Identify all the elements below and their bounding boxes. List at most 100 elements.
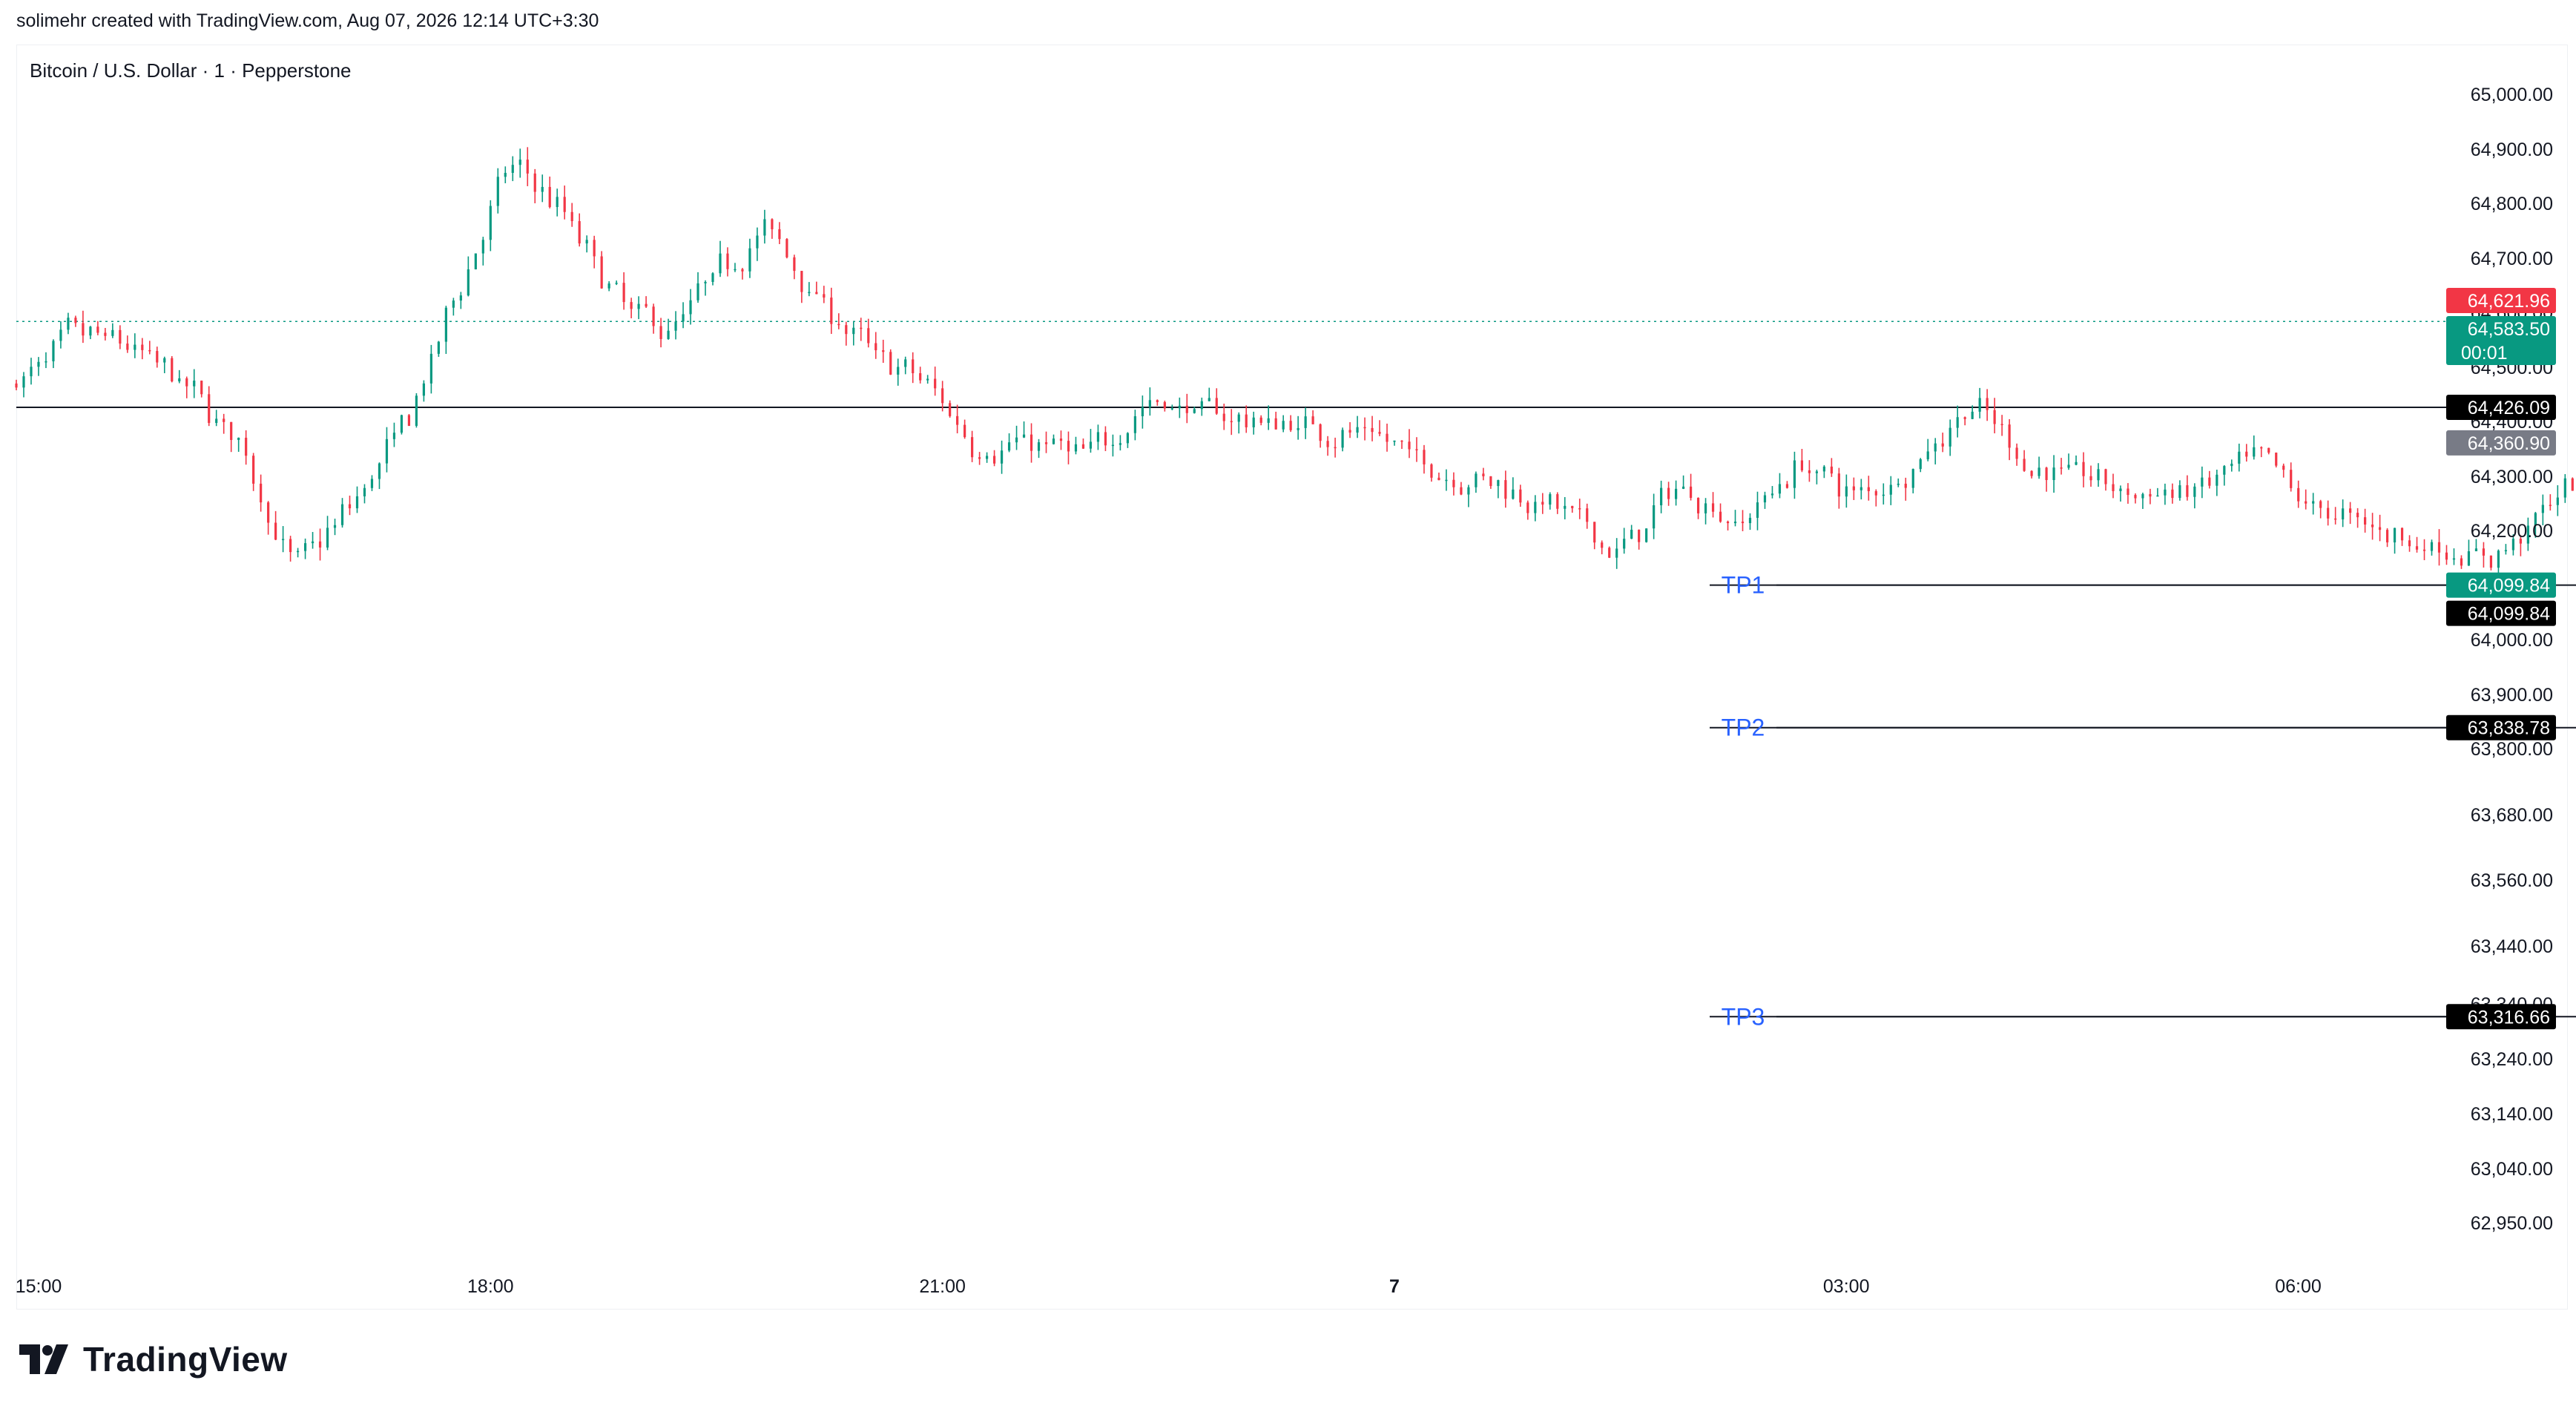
candle-body (437, 341, 440, 354)
candle-body (1378, 432, 1381, 434)
candle-body (815, 292, 818, 295)
candle-body (585, 240, 588, 244)
candle-body (578, 221, 581, 244)
candle-body (1897, 483, 1900, 485)
candle-body (2563, 478, 2566, 498)
candle-body (89, 326, 92, 336)
candle-body (904, 359, 907, 367)
chart-frame[interactable] (16, 45, 2568, 1310)
candle-body (541, 186, 544, 192)
candle-body (1696, 498, 1700, 513)
candle-body (1037, 442, 1041, 451)
price-tag-line (2446, 600, 2556, 626)
candle-body (193, 381, 196, 387)
candle-body (2378, 527, 2382, 530)
price-tag-line (2446, 715, 2556, 740)
candle-body (2134, 495, 2137, 499)
candle-body (163, 358, 166, 363)
candle-body (615, 283, 618, 284)
horizontal-lines[interactable] (16, 321, 2576, 1018)
candle-body (1911, 469, 1914, 488)
candle-body (1089, 441, 1093, 449)
candle-body (1148, 400, 1151, 407)
candle-body (2385, 530, 2389, 543)
price-tag-last (2446, 315, 2556, 365)
candle-body (689, 300, 692, 315)
chart-attribution: solimehr created with TradingView.com, A… (16, 10, 599, 31)
candle-body (178, 378, 181, 381)
candle-body (1986, 398, 1989, 410)
price-axis[interactable]: 65,000.00 64,900.00 64,800.00 64,700.00 64,6… (2471, 85, 2553, 1234)
candle-body (1830, 466, 1833, 474)
candle-body (852, 327, 855, 335)
price-tag-label: 63,838.78 (2468, 718, 2550, 739)
price-chart[interactable]: Bitcoin / U.S. Dollar · 1 · Pepperstone … (0, 0, 2576, 1328)
candle-body (2541, 505, 2544, 513)
candle-body (785, 239, 788, 257)
candle-body (2260, 447, 2263, 449)
candle-body (830, 298, 833, 324)
candle-body (104, 332, 107, 336)
candle-body (392, 433, 396, 439)
time-axis[interactable]: 15:0018:0021:00703:0006:0009:0012:0015:0… (16, 1276, 2576, 1297)
candle-body (1808, 470, 1811, 473)
candle-body (1763, 495, 1767, 503)
candle-body (1193, 409, 1196, 413)
candle-body (2208, 477, 2211, 486)
candle-body (1423, 450, 1426, 464)
candle-body (2127, 488, 2129, 496)
candle-body (1867, 487, 1870, 491)
candle-body (1274, 418, 1277, 430)
candle-body (1452, 479, 1455, 487)
candle-body (978, 457, 981, 459)
candle-body (763, 219, 766, 236)
candle-body (1430, 464, 1433, 478)
candle-body (696, 283, 699, 300)
candle-body (956, 415, 959, 425)
candle-body (2045, 467, 2048, 480)
candle-body (82, 323, 85, 336)
candle-body (1489, 476, 1492, 487)
candle-body (1993, 410, 1996, 424)
candle-body (340, 504, 344, 525)
candle-body (282, 539, 285, 540)
candle-body (1334, 447, 1337, 449)
candle-body (511, 165, 514, 174)
price-tag-label: 64,583.50 (2468, 319, 2550, 340)
candle-body (2504, 550, 2508, 551)
candle-body (2571, 478, 2574, 491)
candle-body (2497, 551, 2500, 568)
candle-body (245, 437, 248, 456)
candle-body (2223, 466, 2226, 475)
candle-body (1956, 417, 1959, 428)
chart-title: Bitcoin / U.S. Dollar · 1 · Pepperstone (30, 59, 352, 82)
candle-body (2400, 528, 2404, 541)
candle-body (156, 351, 159, 363)
candle-body (2460, 558, 2463, 566)
candle-body (2312, 501, 2315, 504)
candle-body (741, 269, 744, 272)
candle-body (1000, 450, 1004, 464)
tradingview-logo[interactable]: TradingView (19, 1336, 288, 1383)
candle-body (963, 424, 966, 438)
candle-body (1133, 415, 1136, 433)
candle-body (808, 292, 811, 294)
candle-body (1467, 487, 1470, 495)
candle-body (2141, 493, 2144, 499)
candle-body (2305, 501, 2307, 504)
candle-body (563, 197, 566, 212)
candle-body (593, 240, 596, 257)
candle-body (1371, 427, 1374, 433)
candle-body (504, 173, 507, 177)
candle-body (1185, 405, 1188, 413)
candle-body (1645, 528, 1648, 542)
candle-body (1770, 493, 1774, 496)
candle-body (2067, 464, 2070, 468)
candle-body (1504, 480, 1507, 499)
candle-body (1341, 430, 1344, 448)
tp-label-3: TP3 (1722, 1003, 1765, 1030)
x-tick-label: 15:00 (16, 1276, 62, 1297)
candle-body (926, 378, 929, 381)
candle-body (2511, 539, 2514, 551)
candle-body (2356, 513, 2359, 518)
